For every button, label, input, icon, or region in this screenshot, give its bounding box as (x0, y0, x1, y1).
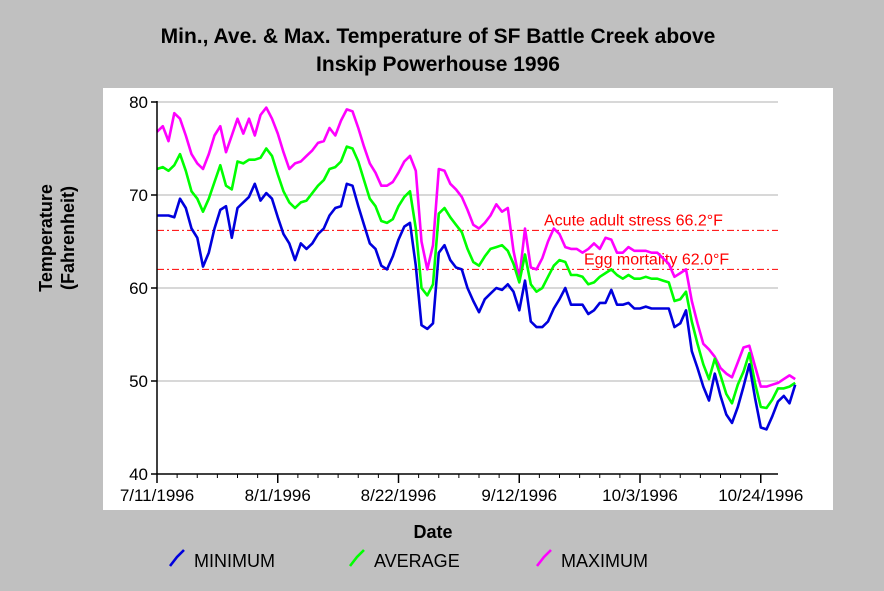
chart-title: Min., Ave. & Max. Temperature of SF Batt… (161, 25, 716, 76)
legend-swatch (535, 549, 552, 567)
legend-label: MAXIMUM (561, 551, 648, 571)
x-tick-label: 8/22/1996 (361, 486, 437, 505)
reference-lines: Acute adult stress 66.2°F Egg mortality 6… (157, 212, 778, 270)
reference-line-label: Egg mortality 62.0°F (584, 251, 729, 268)
y-tick-label: 50 (129, 372, 148, 391)
x-tick-labels: 7/11/1996 8/1/1996 8/22/1996 9/12/1996 10/3/… (120, 486, 803, 505)
reference-line-label: Acute adult stress 66.2°F (544, 212, 723, 229)
y-axis-title-line-1: Temperature (36, 184, 56, 292)
y-tick-label: 40 (129, 465, 148, 484)
x-axis-title: Date (413, 522, 452, 542)
plot-area (103, 88, 833, 510)
chart-title-line-1: Min., Ave. & Max. Temperature of SF Batt… (161, 25, 716, 48)
legend-swatch (348, 549, 365, 567)
series-line-minimum (157, 182, 797, 431)
x-tick-label: 7/11/1996 (120, 486, 194, 505)
axes (151, 101, 778, 483)
series-lines (156, 106, 797, 431)
x-tick-label: 10/3/1996 (602, 486, 678, 505)
y-tick-label: 80 (129, 93, 148, 112)
series-line-maximum (156, 106, 796, 388)
chart-title-line-2: Inskip Powerhouse 1996 (316, 53, 560, 76)
x-tick-label: 9/12/1996 (481, 486, 557, 505)
y-tick-labels: 40 50 60 70 80 (129, 93, 148, 484)
legend-label: MINIMUM (194, 551, 275, 571)
y-tick-label: 60 (129, 279, 148, 298)
legend-label: AVERAGE (374, 551, 460, 571)
series-line-average (156, 145, 796, 410)
x-tick-label: 10/24/1996 (718, 486, 803, 505)
y-axis-title-line-2: (Fahrenheit) (58, 186, 78, 290)
y-tick-label: 70 (129, 186, 148, 205)
x-tick-label: 8/1/1996 (245, 486, 311, 505)
legend-swatch (168, 549, 185, 567)
legend: MINIMUM AVERAGE MAXIMUM (168, 549, 648, 571)
grid-lines (157, 101, 778, 382)
